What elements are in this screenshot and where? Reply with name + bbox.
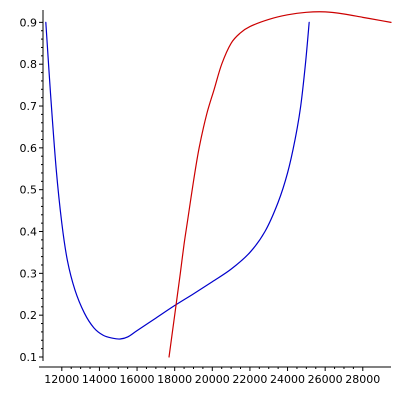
series-line-red [168, 11, 392, 358]
y-tick-label: 0.8 [20, 58, 38, 71]
series-layer [45, 11, 392, 358]
axes [39, 10, 391, 368]
y-tick-label: 0.9 [20, 16, 38, 29]
x-tick-label: 16000 [120, 373, 155, 386]
y-ticks: 0.1 0.2 0.3 0.4 0.5 0.6 0.7 0.8 0.9 [20, 16, 43, 364]
x-tick-label: 14000 [82, 373, 117, 386]
y-tick-label: 0.3 [20, 267, 38, 280]
x-tick-label: 24000 [270, 373, 305, 386]
series-line-blue [45, 21, 310, 340]
y-tick-label: 0.1 [20, 351, 38, 364]
x-ticks: 12000 14000 16000 18000 20000 22000 24000 26000… [44, 367, 380, 386]
y-tick-label: 0.6 [20, 142, 38, 155]
x-tick-label: 12000 [44, 373, 79, 386]
y-tick-label: 0.4 [20, 226, 38, 239]
y-tick-label: 0.7 [20, 100, 38, 113]
x-tick-label: 22000 [232, 373, 267, 386]
y-tick-label: 0.2 [20, 309, 38, 322]
y-tick-label: 0.5 [20, 184, 38, 197]
x-tick-label: 28000 [345, 373, 380, 386]
x-tick-label: 26000 [308, 373, 343, 386]
x-tick-label: 18000 [157, 373, 192, 386]
x-tick-label: 20000 [195, 373, 230, 386]
